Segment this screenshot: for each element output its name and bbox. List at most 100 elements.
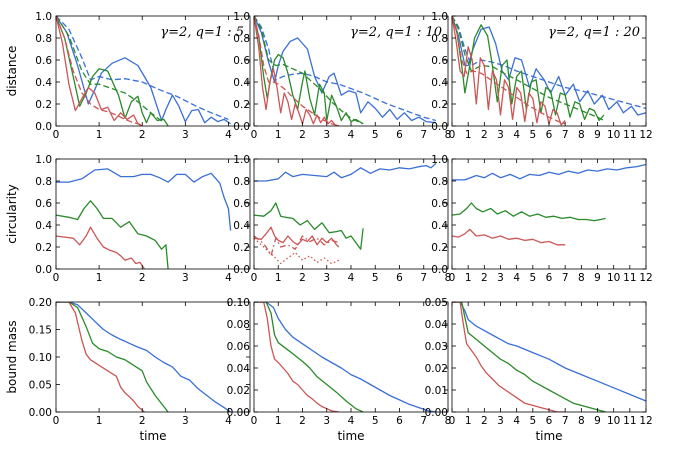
- panel-r1c3-xtick-label: 4: [513, 129, 520, 141]
- panel-r3c2-xtick-label: 8: [445, 415, 452, 427]
- panel-r3c3-xlabel: time: [535, 429, 562, 443]
- panel-r2c3-series: [452, 163, 646, 246]
- panel-r3c3-series-blue-solid: [452, 302, 646, 402]
- panel-r3c2-ytick-label: 0.10: [227, 297, 250, 309]
- panel-r1c1-ytick-label: 0.0: [35, 121, 52, 133]
- panel-r3c1-xtick-label: 3: [182, 415, 189, 427]
- panel-r3c1-xlabel: time: [139, 429, 166, 443]
- panel-r1c2-annotation: γ=2, q=1 : 10: [350, 25, 442, 40]
- panel-r1c1-series-red-dashed: [56, 16, 143, 126]
- panel-r3c3-xtick-label: 10: [607, 415, 620, 427]
- panel-r1c3-xtick-label: 9: [594, 129, 601, 141]
- panel-r2c3-xtick-label: 4: [513, 272, 520, 284]
- panel-r2c2-xtick-label: 0: [251, 272, 258, 284]
- panel-r1c2-ytick-label: 1.0: [233, 11, 250, 23]
- panel-r2c3-xtick-label: 1: [465, 272, 472, 284]
- panel-r3c3-xtick-label: 1: [465, 415, 472, 427]
- panel-r3c2-series-red-solid: [254, 302, 339, 412]
- panel-r1c1-series-blue-solid: [56, 16, 231, 125]
- panel-r1c3-xtick-label: 5: [529, 129, 536, 141]
- panel-r2c1-xtick-label: 1: [96, 272, 103, 284]
- panel-r2c1-ytick-label: 0.2: [35, 242, 52, 254]
- panel-r1c3-series-red-solid: [452, 16, 566, 126]
- panel-r2c3-ytick-label: 0.0: [431, 264, 448, 276]
- panel-r3c1-xtick-label: 2: [139, 415, 146, 427]
- panel-r3c2-series-blue-solid: [254, 302, 436, 412]
- panel-r2c3: 0 1 2 3 4 5 6 7 8 9 10 11 120.00.20.40.60.81.0: [431, 154, 652, 284]
- panel-r2c1-xtick-label: 2: [139, 272, 146, 284]
- panel-r1c3-xtick-label: 1: [465, 129, 472, 141]
- panel-r2c3-ytick-label: 0.2: [431, 242, 448, 254]
- panel-r2c3-ytick-label: 0.6: [431, 198, 448, 210]
- panel-r2c3-series-red-solid: [452, 228, 566, 246]
- panel-r1c3-ytick-label: 0.2: [431, 99, 448, 111]
- panel-r1c3: 0 1 2 3 4 5 6 7 8 9 10 11 120.00.20.40.60.81.0γ=2, q…: [431, 11, 652, 141]
- panel-r1c3-series-green-dashed: [452, 16, 605, 122]
- panel-r3c1-xtick-label: 0: [53, 415, 60, 427]
- panel-r1c2-xtick-label: 4: [348, 129, 355, 141]
- panel-r1c2-series-red-solid: [254, 16, 340, 126]
- panel-r1c1-xtick-label: 3: [182, 129, 189, 141]
- panel-r2c2-xtick-label: 2: [299, 272, 306, 284]
- panel-r1c2-xtick-label: 8: [445, 129, 452, 141]
- panel-r2c3-ytick-label: 0.4: [431, 220, 448, 232]
- panel-r2c2-ytick-label: 0.2: [233, 242, 250, 254]
- panel-r3c1-series-red-solid: [56, 302, 145, 412]
- panel-r2c1-ytick-label: 0.8: [35, 176, 52, 188]
- panel-r3c1-ytick-label: 0.20: [29, 297, 52, 309]
- panel-r3c2-ytick-label: 0.02: [227, 385, 250, 397]
- panel-r2c2-xtick-label: 3: [323, 272, 330, 284]
- panel-r2c3-xtick-label: 7: [562, 272, 569, 284]
- panel-r1c3-annotation: γ=2, q=1 : 20: [548, 25, 640, 40]
- panel-r3c3-xtick-label: 5: [529, 415, 536, 427]
- panel-r2c2-frame: [253, 158, 449, 270]
- panel-r3c2-xtick-label: 4: [348, 415, 355, 427]
- panel-r2c2-series-red-dotted: [254, 237, 340, 265]
- panel-r1c2-ytick-label: 0.2: [233, 99, 250, 111]
- panel-r3c1-series: [56, 302, 231, 412]
- panel-r3c3-series: [452, 302, 646, 412]
- panel-r2c1-series: [56, 168, 232, 269]
- panel-r2c3-xtick-label: 9: [594, 272, 601, 284]
- panel-r2c2-xtick-label: 5: [372, 272, 379, 284]
- panel-r2c2-ytick-label: 0.4: [233, 220, 250, 232]
- panel-r3c3-xtick-label: 3: [497, 415, 504, 427]
- panel-r1c2-xtick-label: 1: [275, 129, 282, 141]
- panel-r3c3: 0 1 2 3 4 5 6 7 8 9 10 11 120.000.010.020.030.040.05…: [425, 297, 653, 443]
- panel-r3c1-ytick-label: 0.10: [29, 352, 52, 364]
- panel-r1c2: 0 1 2 3 4 5 6 7 80.00.20.40.60.81.0γ=2, q=1 : 10: [233, 11, 451, 141]
- panel-r2c3-xtick-label: 12: [639, 272, 652, 284]
- panel-r2c3-series-blue-solid: [452, 163, 646, 181]
- panel-r2c1-xtick-label: 3: [182, 272, 189, 284]
- panel-r2c1-ytick-label: 0.0: [35, 264, 52, 276]
- panel-r1c1-xtick-label: 1: [96, 129, 103, 141]
- panel-r3c3-xtick-label: 4: [513, 415, 520, 427]
- panel-r3c3-xtick-label: 0: [449, 415, 456, 427]
- panel-r2c1-series-red-solid: [56, 226, 145, 269]
- panel-r3c2-xtick-label: 2: [299, 415, 306, 427]
- panel-r2c3-xtick-label: 10: [607, 272, 620, 284]
- panel-r2c3-series-green-solid: [452, 202, 606, 222]
- panel-r2c1-xtick-label: 4: [225, 272, 232, 284]
- panel-r1c3-ytick-label: 0.8: [431, 33, 448, 45]
- panel-r1c1-series: [56, 16, 231, 126]
- panel-r3c2-xtick-label: 6: [396, 415, 403, 427]
- panel-r1c3-series-blue-dashed: [452, 16, 646, 110]
- panel-r1c3-ytick-label: 0.0: [431, 121, 448, 133]
- panel-r1c3-xtick-label: 6: [546, 129, 553, 141]
- panel-r2c1-ytick-label: 0.6: [35, 198, 52, 210]
- panel-r2c2-xtick-label: 1: [275, 272, 282, 284]
- panel-r1c3-ytick-label: 0.4: [431, 77, 448, 89]
- panel-r1c2-xtick-label: 0: [251, 129, 258, 141]
- panel-r3c1-frame: [55, 301, 251, 413]
- panel-r2c2-xtick-label: 7: [420, 272, 427, 284]
- panel-r2c2-series-blue-solid: [254, 162, 437, 182]
- panel-r3c3-xtick-label: 2: [481, 415, 488, 427]
- panel-r2c2-series-red-solid: [254, 226, 340, 248]
- panel-r1c3-xtick-label: 10: [607, 129, 620, 141]
- panel-r3c2-xtick-label: 0: [251, 415, 258, 427]
- panel-r1c1-ytick-label: 1.0: [35, 11, 52, 23]
